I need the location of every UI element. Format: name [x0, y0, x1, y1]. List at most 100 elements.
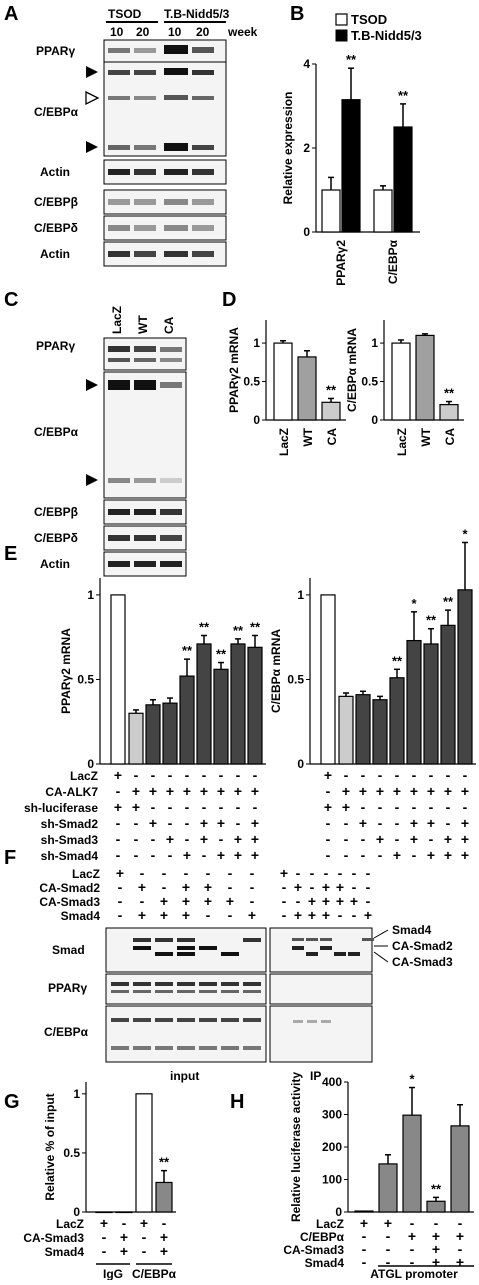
condition-sign: + [308, 893, 316, 909]
condition-sign: - [338, 865, 343, 881]
significance-mark: ** [426, 613, 437, 628]
condition-sign: + [410, 815, 418, 831]
condition-sign: - [102, 1243, 107, 1259]
condition-sign: - [134, 847, 139, 863]
band [199, 946, 217, 950]
bar [373, 189, 393, 233]
condition-sign: - [282, 893, 287, 909]
week-lane-4: 20 [196, 25, 210, 39]
y-tick-label: 1 [87, 588, 94, 602]
condition-sign: - [228, 879, 233, 895]
band-label-ca-smad3: CA-Smad3 [392, 955, 453, 969]
band [243, 1046, 261, 1050]
legend-swatch-nidd [335, 29, 348, 42]
bar [355, 694, 371, 765]
condition-sign: + [360, 1215, 368, 1231]
x-tick-label: PPARγ2 [334, 240, 348, 286]
significance-mark: * [462, 526, 468, 541]
condition-sign: + [160, 893, 168, 909]
band [133, 1046, 151, 1050]
bar [321, 401, 341, 421]
condition-sign: - [344, 831, 349, 847]
group-label-cebpa: C/EBPα [132, 1267, 177, 1280]
condition-sign: + [251, 815, 259, 831]
blot-a-cebpa: C/EBPα [34, 105, 79, 119]
band [177, 990, 195, 993]
week-label: week [227, 25, 258, 39]
condition-sign: - [361, 767, 366, 783]
condition-sign: + [376, 831, 384, 847]
condition-sign: - [361, 847, 366, 863]
band [133, 1018, 151, 1022]
lane-lacz: LacZ [110, 306, 124, 334]
condition-sign: - [134, 767, 139, 783]
condition-label: sh-Smad2 [41, 817, 99, 831]
bar [378, 1163, 398, 1213]
condition-sign: + [427, 815, 435, 831]
condition-sign: + [280, 865, 288, 881]
condition-sign: + [322, 893, 330, 909]
y-axis-label: Relative luciferase activity [289, 1072, 303, 1222]
panel-a: TSOD T.B-Nidd5/3 10 20 10 20 week PPARγ [34, 7, 258, 267]
condition-label: Smad4 [305, 1256, 345, 1270]
condition-sign: - [378, 799, 383, 815]
y-axis-label: C/EBPα mRNA [345, 328, 359, 412]
band [155, 1018, 173, 1022]
condition-sign: - [134, 815, 139, 831]
condition-sign: - [386, 1228, 391, 1244]
band [307, 1020, 317, 1023]
condition-sign: + [226, 893, 234, 909]
condition-sign: + [132, 783, 140, 799]
bar [341, 99, 361, 233]
condition-sign: + [217, 847, 225, 863]
condition-sign: - [140, 893, 145, 909]
significance-mark: ** [216, 647, 227, 662]
significance-mark: ** [199, 619, 210, 634]
condition-sign: + [114, 799, 122, 815]
band [362, 938, 374, 941]
condition-sign: - [412, 847, 417, 863]
band [199, 1018, 217, 1022]
band [177, 1018, 195, 1022]
y-axis-label: PPARγ2 mRNA [227, 327, 241, 413]
y-tick-label: 0 [253, 413, 260, 427]
bar [247, 646, 263, 765]
condition-sign: - [412, 799, 417, 815]
band [320, 938, 332, 941]
condition-sign: - [140, 865, 145, 881]
bar [230, 643, 246, 765]
condition-sign: - [463, 799, 468, 815]
significance-mark: ** [398, 88, 409, 103]
group-tsod: TSOD [108, 7, 142, 21]
blot-f-smad: Smad [52, 943, 85, 957]
arrow-filled-icon [86, 66, 98, 78]
y-axis-label: Relative % of input [43, 1093, 57, 1200]
y-axis-label: C/EBPα mRNA [269, 629, 283, 713]
significance-mark: ** [326, 382, 337, 397]
significance-mark: ** [182, 643, 193, 658]
blot-a-cebpb: C/EBPβ [34, 195, 78, 209]
significance-mark: * [411, 596, 417, 611]
condition-sign: + [160, 1243, 168, 1259]
band [334, 952, 346, 956]
y-tick-label: 0.5 [63, 1146, 80, 1160]
condition-sign: + [182, 893, 190, 909]
condition-sign: - [168, 815, 173, 831]
condition-sign: + [456, 1254, 464, 1270]
condition-sign: - [429, 799, 434, 815]
chart-B: 0 2 4 Relative expression ** ** TSODT.B-Nidd5/… [281, 12, 422, 286]
condition-sign: - [202, 767, 207, 783]
panel-letter-e: E [4, 543, 17, 565]
condition-sign: + [120, 1229, 128, 1245]
legend-nidd: T.B-Nidd5/3 [351, 28, 422, 43]
condition-sign: - [463, 767, 468, 783]
blot-f-ppar: PPARγ [48, 981, 87, 995]
condition-sign: - [118, 907, 123, 923]
condition-sign: - [446, 815, 451, 831]
condition-label: LacZ [70, 769, 98, 783]
y-axis-label: Relative expression [281, 92, 295, 205]
condition-sign: + [200, 815, 208, 831]
x-tick-label: LacZ [395, 428, 409, 456]
band [177, 1046, 195, 1050]
condition-sign: - [310, 865, 315, 881]
